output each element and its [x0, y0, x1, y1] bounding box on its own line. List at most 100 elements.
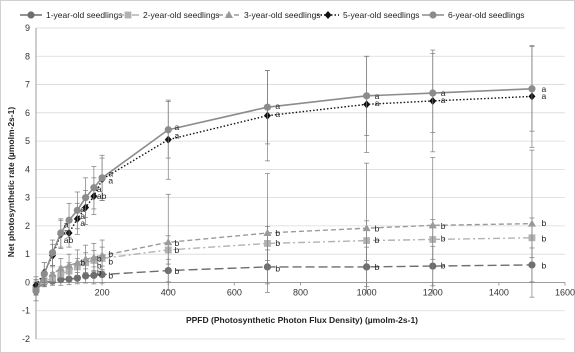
significance-label: b — [375, 262, 380, 272]
y-tick-label: 2 — [25, 221, 30, 231]
significance-label: a — [108, 176, 113, 186]
legend-item: 3-year-old seedlings — [218, 10, 321, 20]
significance-label: b — [542, 234, 547, 244]
legend-item: 2-year-old seedlings — [117, 10, 220, 20]
y-tick-label: 1 — [25, 249, 30, 259]
legend-label: 2-year-old seedlings — [143, 10, 220, 20]
significance-label: b — [175, 245, 180, 255]
x-tick-label: 200 — [95, 287, 110, 297]
significance-label: a — [375, 91, 380, 101]
legend-marker — [324, 11, 332, 19]
legend-item: 5-year-old seedlings — [317, 10, 420, 20]
significance-label: b — [80, 258, 85, 268]
significance-label: a — [64, 219, 69, 229]
y-tick-label: 0 — [25, 277, 30, 287]
significance-label: a — [375, 98, 380, 108]
data-point — [48, 249, 57, 257]
y-tick-label: -1 — [22, 306, 30, 316]
significance-label: a — [275, 109, 280, 119]
data-point — [164, 238, 173, 246]
legend-label: 6-year-old seedlings — [448, 10, 525, 20]
y-axis-title: Net photosynthetic rate (µmolm-2s-1) — [6, 107, 16, 258]
data-point — [40, 270, 48, 278]
axes: -2-1012345678902004006008001000120014001… — [22, 23, 575, 344]
data-point — [98, 251, 107, 259]
data-point — [56, 264, 65, 272]
significance-label: ab — [64, 235, 74, 245]
significance-label: ab — [97, 191, 107, 201]
data-point — [263, 103, 272, 111]
data-point — [98, 174, 106, 182]
significance-label: a — [108, 169, 113, 179]
legend: 1-year-old seedlings 2-year-old seedlings… — [20, 10, 525, 20]
significance-label: a — [175, 130, 180, 140]
y-tick-label: 4 — [25, 164, 30, 174]
significance-label: a — [80, 204, 85, 214]
data-point — [90, 271, 98, 279]
data-point — [98, 270, 106, 279]
significance-label: a — [175, 122, 180, 132]
legend-label: 1-year-old seedlings — [46, 10, 123, 20]
significance-label: b — [375, 235, 380, 245]
data-point — [32, 287, 40, 295]
series-line — [35, 95, 532, 286]
significance-label: a — [441, 88, 446, 98]
data-point — [73, 258, 82, 266]
x-tick-label: 1600 — [555, 287, 575, 297]
significance-label: b — [441, 234, 446, 244]
significance-label: b — [97, 253, 102, 263]
legend-item: 6-year-old seedlings — [422, 10, 525, 20]
significance-label: b — [108, 256, 113, 266]
data-point — [65, 261, 74, 269]
significance-label: a — [80, 211, 85, 221]
legend-marker — [27, 11, 35, 19]
y-tick-label: 6 — [25, 108, 30, 118]
data-point — [48, 269, 57, 277]
significance-label: b — [542, 260, 547, 270]
significance-label: b — [375, 224, 380, 234]
data-point — [81, 272, 90, 280]
data-point — [89, 253, 98, 261]
gridlines — [36, 27, 565, 340]
data-point — [528, 85, 536, 93]
legend-marker — [225, 10, 233, 18]
data-point — [363, 92, 371, 100]
data-point — [263, 228, 272, 236]
legend-item: 1-year-old seedlings — [20, 10, 123, 20]
y-tick-label: 3 — [25, 193, 30, 203]
significance-label: b — [275, 228, 280, 238]
data-point — [429, 89, 437, 97]
legend-label: 3-year-old seedlings — [244, 10, 321, 20]
significance-label: b — [175, 238, 180, 248]
series-line — [35, 222, 532, 286]
significance-label: a — [441, 95, 446, 105]
significance-label: a — [97, 184, 102, 194]
significance-label: a — [542, 84, 547, 94]
significance-label: b — [441, 260, 446, 270]
y-tick-label: 7 — [25, 80, 30, 90]
significance-label: b — [275, 263, 280, 273]
y-tick-label: 9 — [25, 23, 30, 33]
significance-label: b — [542, 218, 547, 228]
series-5 — [32, 46, 536, 302]
significance-label: b — [97, 260, 102, 270]
data-point — [362, 223, 371, 232]
data-point — [527, 219, 536, 227]
data-point — [73, 274, 81, 282]
legend-label: 5-year-old seedlings — [343, 10, 420, 20]
x-axis-title: PPFD (Photosynthetic Photon Flux Density… — [186, 315, 418, 325]
significance-label: a — [275, 101, 280, 111]
data-point — [81, 194, 90, 202]
series-3 — [32, 149, 536, 298]
significance-label: b — [108, 249, 113, 259]
x-tick-label: 400 — [161, 287, 176, 297]
data-point — [428, 221, 437, 229]
legend-marker — [429, 11, 437, 19]
y-tick-label: 5 — [25, 136, 30, 146]
significance-label: b — [108, 270, 113, 280]
significance-label: b — [441, 221, 446, 231]
significance-label: a — [542, 91, 547, 101]
x-tick-label: 600 — [227, 287, 242, 297]
